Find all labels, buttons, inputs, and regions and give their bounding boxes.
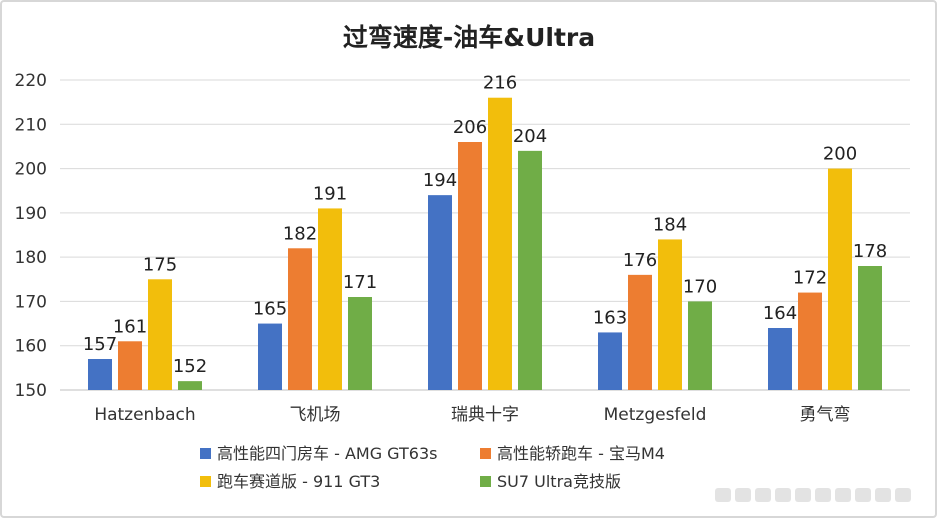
bar: [828, 168, 852, 390]
x-tick-label: 飞机场: [290, 405, 341, 425]
bar: [88, 359, 112, 390]
bar: [148, 279, 172, 390]
watermark: [715, 484, 925, 506]
bars: [88, 97, 882, 390]
data-label: 175: [143, 254, 177, 275]
bar: [628, 274, 652, 390]
legend-label: SU7 Ultra竞技版: [497, 472, 621, 491]
y-tick-label: 210: [15, 115, 47, 135]
bar: [258, 323, 282, 390]
bar: [798, 292, 822, 390]
legend-label: 跑车赛道版 - 911 GT3: [217, 472, 380, 491]
legend: 高性能四门房车 - AMG GT63s 高性能轿跑车 - 宝马M4 跑车赛道版 - …: [200, 444, 665, 491]
bar: [518, 150, 542, 390]
bar: [348, 297, 372, 390]
y-axis: 150 160 170 180 190 200 210 220: [15, 71, 47, 401]
bar: [658, 239, 682, 390]
data-label: 161: [113, 316, 147, 337]
data-label: 191: [313, 183, 347, 204]
bar: [768, 328, 792, 390]
bar: [488, 97, 512, 390]
y-tick-label: 150: [15, 381, 47, 401]
data-label: 206: [453, 117, 487, 138]
bar: [288, 248, 312, 390]
x-axis: Hatzenbach 飞机场 瑞典十字 Metzgesfeld 勇气弯: [94, 405, 850, 425]
data-label: 171: [343, 272, 377, 293]
x-tick-label: Metzgesfeld: [604, 405, 707, 425]
y-tick-label: 220: [15, 71, 47, 91]
y-tick-label: 180: [15, 248, 47, 268]
bar: [858, 266, 882, 390]
legend-swatch: [200, 476, 211, 487]
bar: [458, 142, 482, 390]
data-label: 157: [83, 334, 117, 355]
data-label: 204: [513, 126, 547, 147]
bar: [118, 341, 142, 390]
data-label: 170: [683, 276, 717, 297]
y-tick-label: 190: [15, 204, 47, 224]
legend-swatch: [480, 448, 491, 459]
data-label: 182: [283, 223, 317, 244]
chart-title: 过弯速度-油车&Ultra: [343, 23, 595, 52]
y-tick-label: 160: [15, 337, 47, 357]
x-tick-label: Hatzenbach: [94, 405, 195, 425]
data-label: 172: [793, 268, 827, 289]
data-label: 184: [653, 214, 687, 235]
data-label: 164: [763, 303, 797, 324]
data-label: 216: [483, 73, 517, 94]
bar: [598, 332, 622, 390]
data-label: 194: [423, 170, 457, 191]
legend-label: 高性能轿跑车 - 宝马M4: [497, 444, 665, 463]
y-tick-label: 200: [15, 160, 47, 180]
data-label: 163: [593, 307, 627, 328]
legend-swatch: [480, 476, 491, 487]
data-label: 176: [623, 250, 657, 271]
data-label: 165: [253, 299, 287, 320]
legend-swatch: [200, 448, 211, 459]
legend-label: 高性能四门房车 - AMG GT63s: [217, 444, 437, 463]
bar: [428, 195, 452, 390]
bar: [318, 208, 342, 390]
x-tick-label: 瑞典十字: [451, 405, 519, 425]
bar: [178, 381, 202, 390]
x-tick-label: 勇气弯: [800, 405, 851, 425]
y-tick-label: 170: [15, 292, 47, 312]
data-label: 178: [853, 241, 887, 262]
data-label: 152: [173, 356, 207, 377]
data-label: 200: [823, 144, 857, 165]
bar: [688, 301, 712, 390]
